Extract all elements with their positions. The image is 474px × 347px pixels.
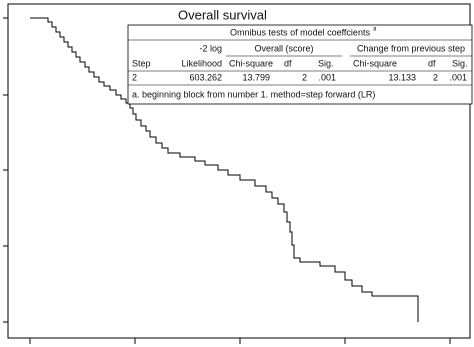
header: -2 log [199, 43, 222, 53]
header: Chi-square [229, 58, 273, 68]
table-rules [128, 39, 472, 86]
footnote: a. beginning block from number 1. method… [132, 89, 375, 99]
chart-title: Overall survival [178, 7, 267, 22]
plot-frame [7, 3, 471, 339]
cell: 2 [433, 72, 438, 82]
header: Step [132, 58, 151, 68]
table-caption: Omnibus tests of model coeffcients [230, 27, 370, 37]
header: Chi-square [353, 58, 397, 68]
header: Likelihood [181, 58, 222, 68]
header: Overall (score) [254, 43, 313, 53]
cell: 2 [302, 72, 307, 82]
cell: 2 [132, 72, 137, 82]
header: Sig. [318, 58, 334, 68]
cell: 13.133 [388, 72, 416, 82]
cell: .001 [318, 72, 336, 82]
header: df [428, 58, 436, 68]
caption-note: a [373, 27, 377, 33]
header: df [284, 58, 292, 68]
table-box [127, 24, 473, 105]
cell: .001 [449, 72, 467, 82]
survival-curve [30, 17, 419, 322]
cell: 13.799 [242, 72, 270, 82]
header: Change from previous step [357, 43, 465, 53]
cell: 603.262 [189, 72, 222, 82]
axis-ticks [3, 17, 451, 344]
header: Sig. [452, 58, 468, 68]
